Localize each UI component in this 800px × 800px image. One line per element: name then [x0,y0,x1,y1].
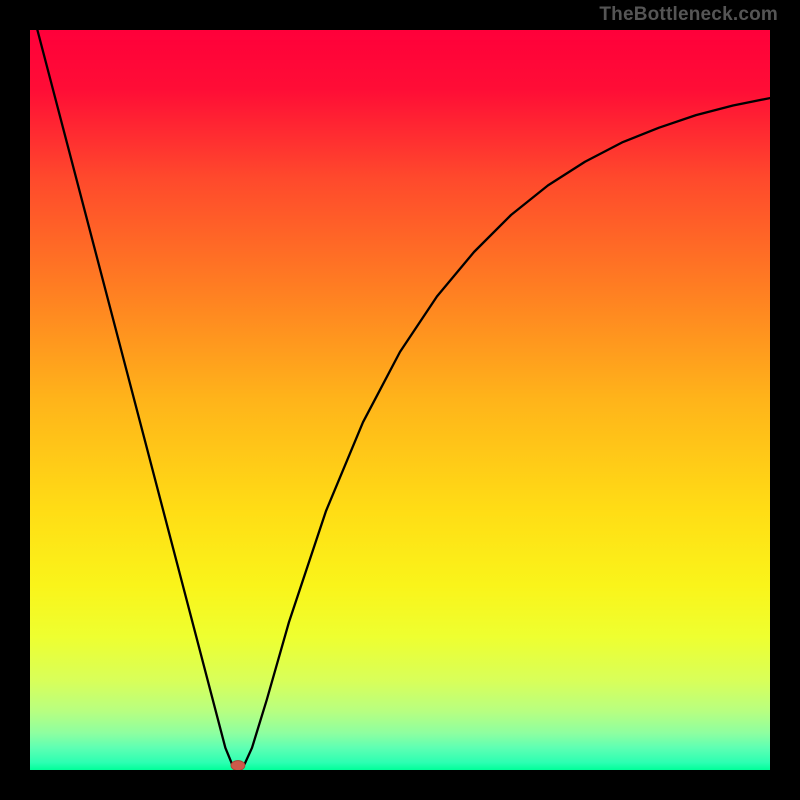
bottleneck-curve [37,30,770,768]
curve-layer [30,30,770,770]
watermark-text: TheBottleneck.com [599,4,778,26]
optimum-marker [231,761,245,770]
plot-area [30,30,770,770]
